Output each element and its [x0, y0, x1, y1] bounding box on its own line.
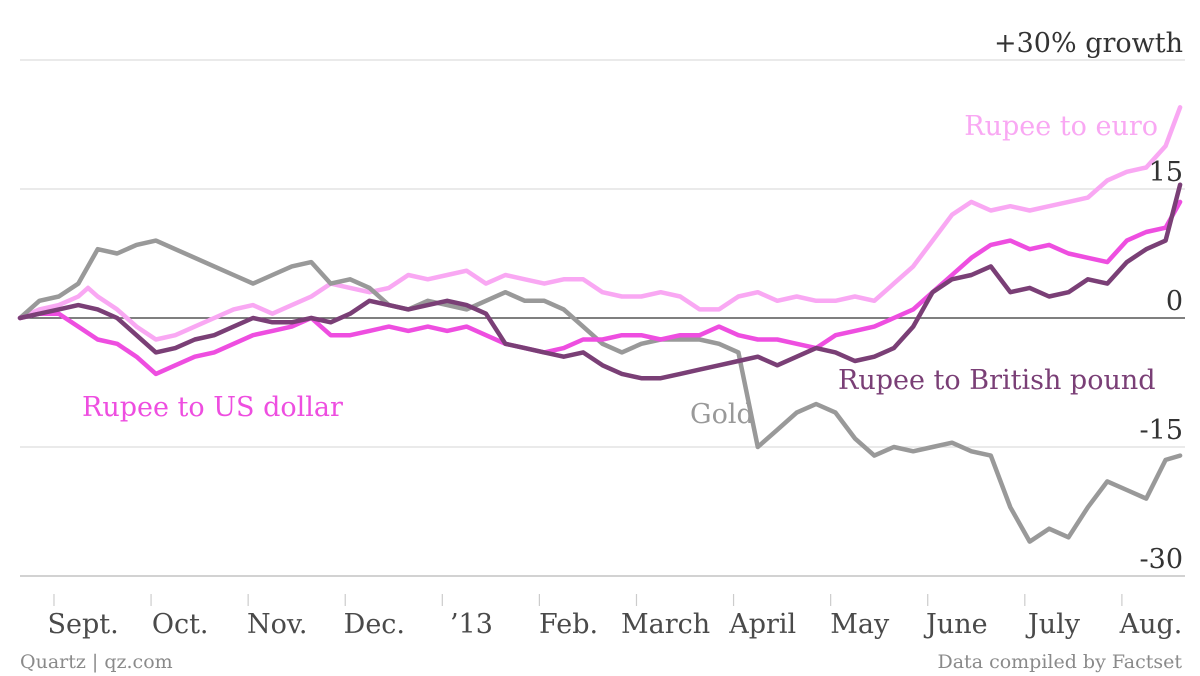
x-tick-label: Dec. — [344, 609, 405, 640]
x-tick-label: Sept. — [48, 609, 119, 640]
x-tick-label: March — [621, 609, 710, 640]
y-tick-label: 15 — [1149, 157, 1183, 188]
x-tick-label: Aug. — [1119, 609, 1183, 640]
footer-source: Quartz | qz.com — [20, 651, 173, 673]
y-tick-label: -30 — [1140, 544, 1183, 575]
series-labels: Rupee to euro Rupee to US dollar Rupee to … — [82, 111, 1158, 430]
y-tick-label: 0 — [1166, 286, 1183, 317]
x-tick-label: Feb. — [539, 609, 598, 640]
x-tick-label: April — [728, 609, 796, 640]
series-label: Rupee to euro — [964, 111, 1158, 142]
x-tick-label: June — [923, 609, 988, 640]
x-tick-label: July — [1025, 609, 1081, 640]
y-tick-label: +30% growth — [994, 28, 1183, 59]
series-line-gold — [17, 238, 1183, 544]
y-tick-label: -15 — [1140, 415, 1183, 446]
series-line-rupee-to-us-dollar — [17, 199, 1183, 377]
series-label: Rupee to British pound — [838, 365, 1156, 396]
x-tick-label: Oct. — [152, 609, 209, 640]
footer-credit: Data compiled by Factset — [938, 651, 1183, 673]
series-label: Gold — [690, 399, 754, 430]
x-tick-label: ’13 — [450, 609, 493, 640]
series-label: Rupee to US dollar — [82, 392, 343, 423]
series-lines — [17, 105, 1183, 544]
series-line-rupee-to-euro — [17, 105, 1183, 342]
x-axis: Sept. Oct. Nov. Dec. ’13 Feb. March April May Jun… — [20, 575, 1185, 640]
x-tick-label: May — [830, 609, 890, 640]
series-line-rupee-to-british-pound — [17, 182, 1183, 381]
x-tick-label: Nov. — [247, 609, 308, 640]
y-axis-labels: +30% growth 15 0 -15 -30 — [994, 28, 1183, 575]
